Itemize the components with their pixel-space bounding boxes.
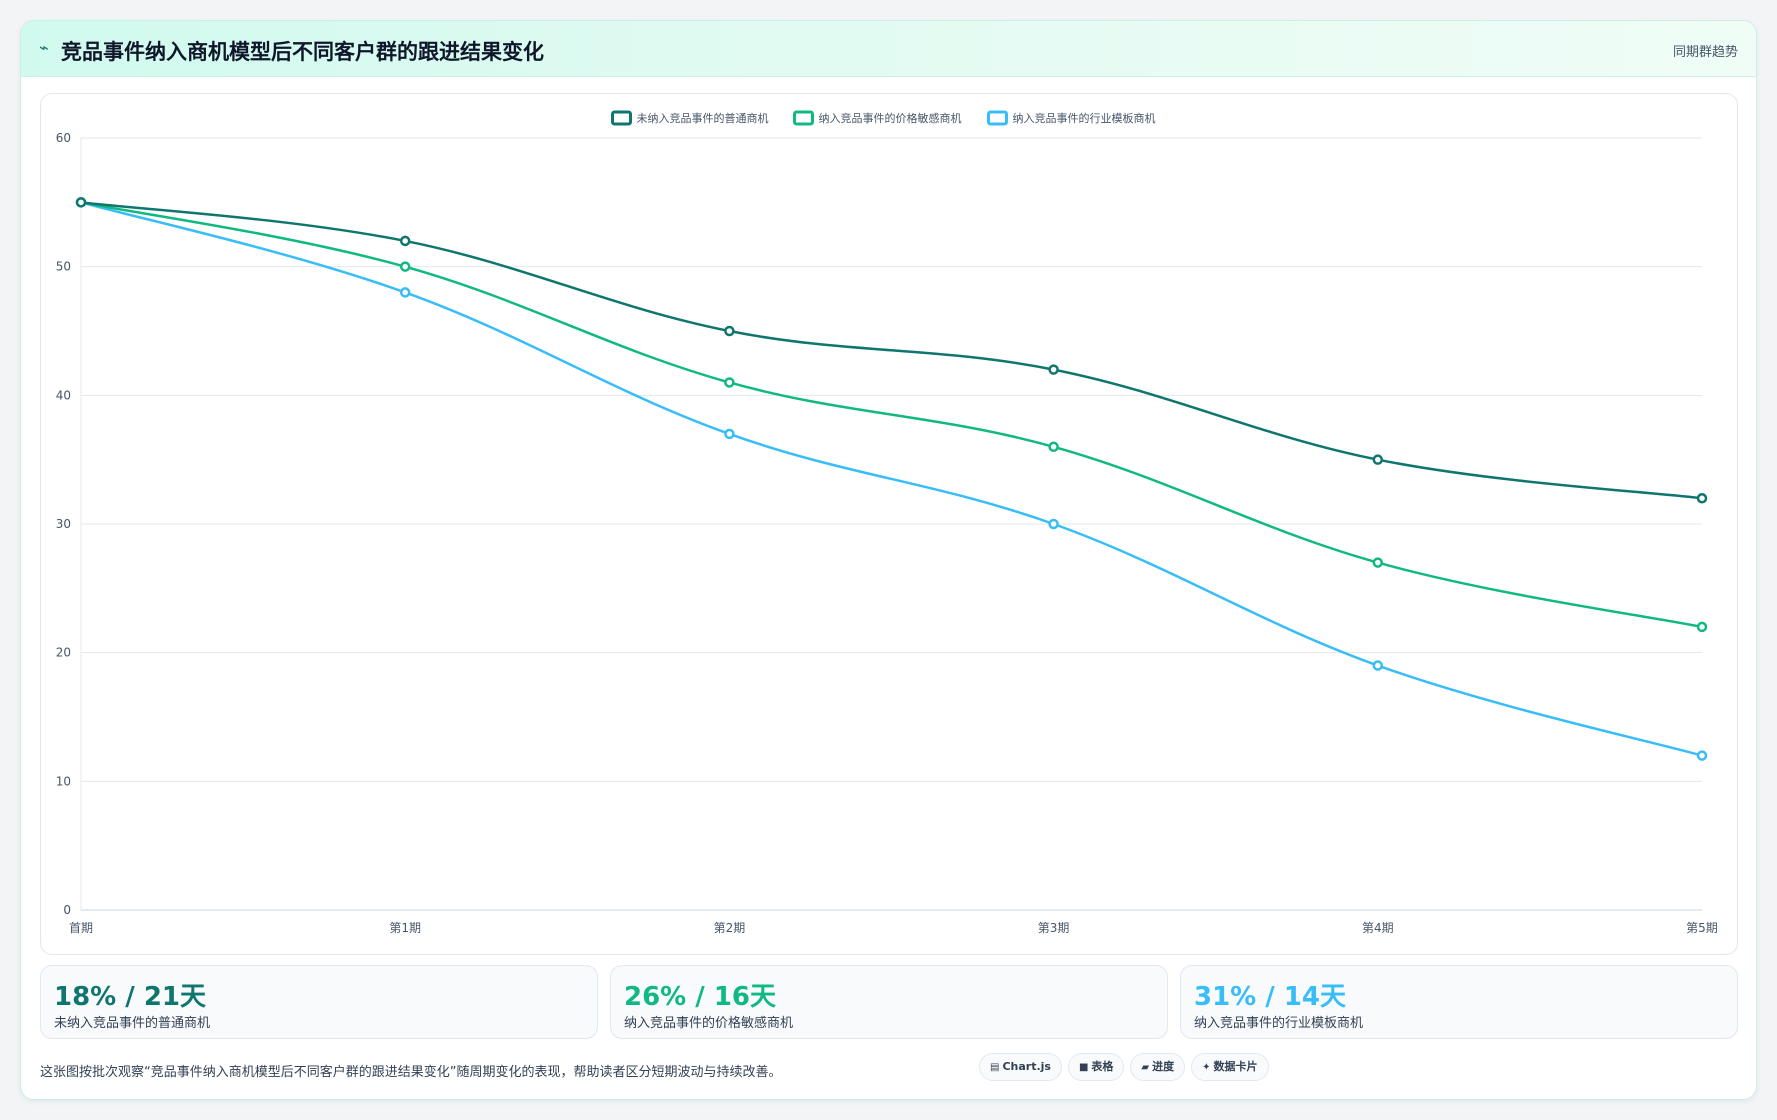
series-line <box>80 201 1703 500</box>
y-tick-label: 50 <box>56 260 71 274</box>
card-header: ⌁ 竞品事件纳入商机模型后不同客户群的跟进结果变化 同期群趋势 <box>21 21 1756 77</box>
x-tick-label: 首期 <box>69 921 93 935</box>
series-line <box>80 201 1703 629</box>
stat-value: 18% / 21天 <box>54 982 207 1012</box>
y-tick-label: 40 <box>56 388 71 402</box>
tag-table[interactable]: ■ 表格 <box>1067 1053 1125 1081</box>
tag-data-card[interactable]: ✦ 数据卡片 <box>1191 1053 1269 1081</box>
x-tick-label: 第3期 <box>1038 921 1070 935</box>
data-point <box>1696 621 1708 633</box>
stat-card-2: 26% / 16天 纳入竞品事件的价格敏感商机 <box>610 965 1168 1039</box>
stat-cards: 18% / 21天 未纳入竞品事件的普通商机 26% / 16天 纳入竞品事件的… <box>40 965 1738 1039</box>
tag-label: 进度 <box>1152 1060 1175 1073</box>
y-tick-label: 20 <box>56 646 71 660</box>
legend-swatch <box>611 110 632 126</box>
y-tick-label: 0 <box>63 903 71 917</box>
stat-card-1: 18% / 21天 未纳入竞品事件的普通商机 <box>40 965 598 1039</box>
tag-chartjs[interactable]: ▤ Chart.js <box>979 1053 1062 1081</box>
line-chart: 0 10 20 30 40 50 60 首期 第1期 第2期 第3期 第4期 第5期 未纳入竞品事件的普通… <box>56 110 1718 935</box>
trend-line-icon: ⌁ <box>39 38 49 57</box>
legend-swatch <box>987 110 1008 126</box>
stat-label: 纳入竞品事件的行业模板商机 <box>1194 1016 1364 1031</box>
tag-label: 表格 <box>1091 1060 1114 1073</box>
tag-label: 数据卡片 <box>1213 1060 1258 1073</box>
page-title: 竞品事件纳入商机模型后不同客户群的跟进结果变化 <box>61 40 544 64</box>
legend-label: 未纳入竞品事件的普通商机 <box>637 111 769 125</box>
chart-icon: ▤ <box>990 1062 1000 1073</box>
chart-area: 0 10 20 30 40 50 60 首期 第1期 第2期 第3期 第4期 第5期 未纳入竞品事件的普通… <box>40 93 1738 955</box>
sparkle-icon: ✦ <box>1202 1062 1211 1073</box>
data-point <box>724 325 735 337</box>
data-point <box>1048 364 1059 375</box>
data-point <box>399 261 411 272</box>
progress-icon: ▰ <box>1141 1062 1150 1073</box>
table-icon: ■ <box>1078 1062 1089 1073</box>
x-tick-label: 第5期 <box>1686 921 1718 935</box>
header-tag: 同期群趋势 <box>1672 45 1738 60</box>
data-point <box>1372 454 1384 465</box>
y-tick-label: 30 <box>56 517 71 531</box>
legend-label: 纳入竞品事件的行业模板商机 <box>1013 111 1156 125</box>
legend-label: 纳入竞品事件的价格敏感商机 <box>819 111 962 125</box>
stat-label: 纳入竞品事件的价格敏感商机 <box>624 1016 794 1031</box>
stat-label: 未纳入竞品事件的普通商机 <box>54 1016 211 1031</box>
x-tick-label: 第1期 <box>389 921 421 935</box>
data-point <box>1048 441 1059 453</box>
data-point <box>399 235 411 247</box>
stat-value: 26% / 16天 <box>624 982 777 1012</box>
tag-list: ▤ Chart.js ■ 表格 ▰ 进度 ✦ 数据卡片 <box>979 1053 1275 1081</box>
data-point <box>1372 557 1384 568</box>
stat-card-3: 31% / 14天 纳入竞品事件的行业模板商机 <box>1180 965 1738 1039</box>
data-point <box>724 377 735 388</box>
data-point <box>399 287 411 298</box>
y-tick-label: 10 <box>56 774 71 788</box>
legend-swatch <box>793 110 814 126</box>
chart-card: ⌁ 竞品事件纳入商机模型后不同客户群的跟进结果变化 同期群趋势 0 10 20 30 4… <box>20 20 1757 1100</box>
data-point <box>75 197 87 208</box>
tag-label: Chart.js <box>1002 1060 1051 1073</box>
x-tick-label: 第4期 <box>1362 921 1394 935</box>
data-point <box>1372 660 1384 671</box>
chart-footnote: 这张图按批次观察“竞品事件纳入商机模型后不同客户群的跟进结果变化”随周期变化的表… <box>40 1065 782 1080</box>
y-tick-label: 60 <box>56 131 71 145</box>
data-point <box>1696 750 1708 761</box>
stat-value: 31% / 14天 <box>1194 982 1347 1012</box>
data-point <box>1696 493 1708 504</box>
data-point <box>724 428 735 440</box>
series-line <box>80 201 1703 757</box>
x-tick-label: 第2期 <box>714 921 746 935</box>
data-point <box>1048 518 1059 530</box>
tag-progress[interactable]: ▰ 进度 <box>1130 1053 1186 1081</box>
